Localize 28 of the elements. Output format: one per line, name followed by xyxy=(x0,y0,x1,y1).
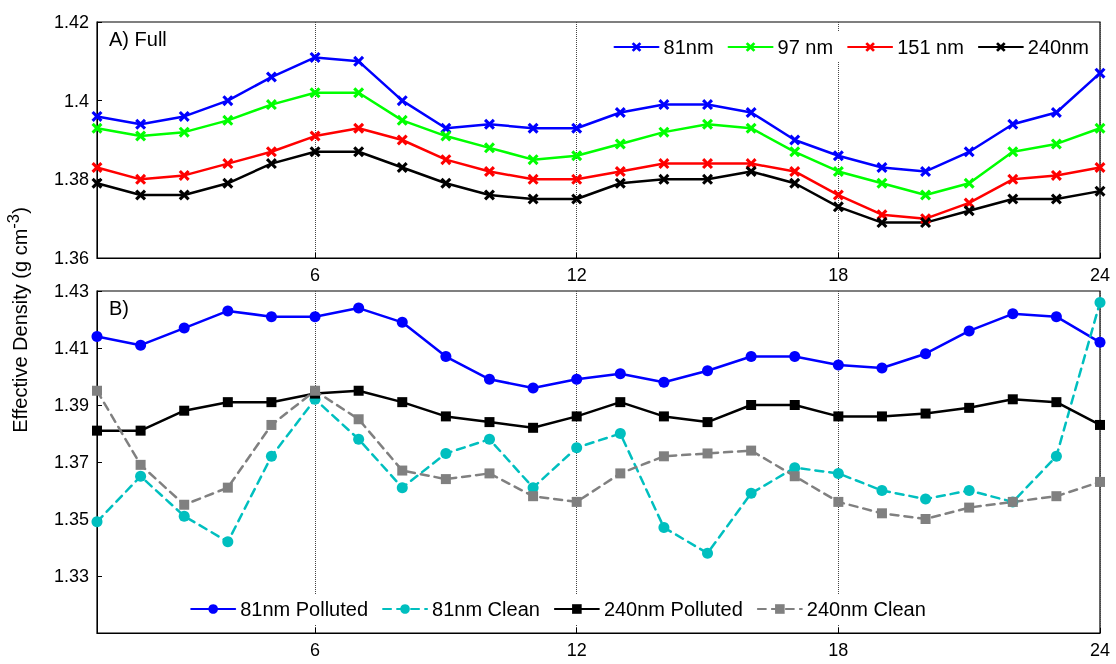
y-tick-label: 1.39 xyxy=(53,395,89,415)
x-tick-label: 6 xyxy=(310,640,321,660)
y-tick-label: 1.41 xyxy=(53,338,89,358)
y-tick-label: 1.37 xyxy=(53,452,89,472)
x-tick-label: 24 xyxy=(1089,640,1111,660)
y-tick-label: 1.43 xyxy=(53,281,89,301)
y-tick-label: 1.33 xyxy=(53,566,89,586)
legend-label: 151 nm xyxy=(897,36,964,58)
x-tick-label: 12 xyxy=(566,640,587,660)
y-tick-label: 1.36 xyxy=(53,248,89,268)
x-tick-label: 18 xyxy=(828,640,849,660)
legend-label: 81nm Clean xyxy=(432,598,540,620)
y-tick-label: 1.35 xyxy=(53,509,89,529)
chart-title: A) Full xyxy=(109,28,167,50)
legend-label: 81nm xyxy=(663,36,714,58)
legend-label: 97 nm xyxy=(777,36,834,58)
legend-label: 240nm xyxy=(1027,36,1089,58)
y-tick-label: 1.42 xyxy=(53,12,89,32)
legend-label: 240nm Polluted xyxy=(603,598,743,620)
legend-label: 240nm Clean xyxy=(806,598,926,620)
x-tick-label: 18 xyxy=(828,265,849,285)
x-tick-label: 6 xyxy=(310,265,321,285)
chart-title: B) xyxy=(109,297,129,319)
y-tick-label: 1.38 xyxy=(53,169,89,190)
legend-label: 81nm Polluted xyxy=(240,598,369,620)
y-tick-label: 1.4 xyxy=(63,90,89,111)
x-tick-label: 12 xyxy=(566,265,587,285)
x-tick-label: 24 xyxy=(1089,265,1111,285)
